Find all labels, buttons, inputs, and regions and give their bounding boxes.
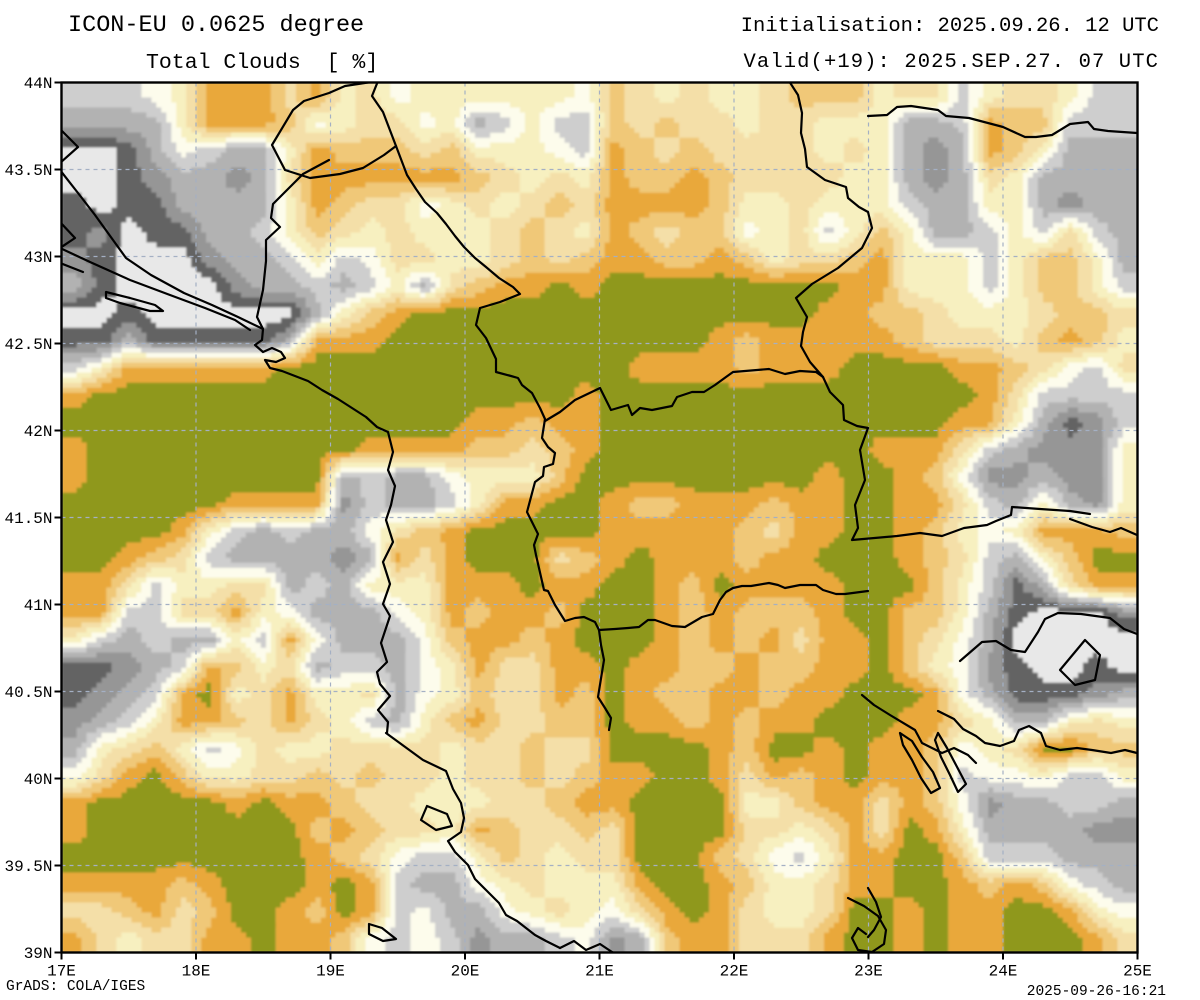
svg-text:17E: 17E — [47, 963, 76, 981]
svg-text:23E: 23E — [854, 963, 883, 981]
svg-text:40.5N: 40.5N — [4, 684, 52, 702]
svg-text:Total Clouds [ %]: Total Clouds [ %] — [146, 51, 378, 75]
svg-text:GrADS: COLA/IGES: GrADS: COLA/IGES — [6, 979, 145, 995]
svg-text:ICON-EU 0.0625 degree: ICON-EU 0.0625 degree — [68, 12, 364, 39]
svg-text:18E: 18E — [182, 963, 211, 981]
svg-text:2025-09-26-16:21: 2025-09-26-16:21 — [1027, 984, 1166, 1000]
svg-text:19E: 19E — [316, 963, 345, 981]
svg-text:41N: 41N — [24, 597, 53, 615]
svg-text:25E: 25E — [1123, 963, 1152, 981]
svg-text:41.5N: 41.5N — [4, 510, 52, 528]
svg-text:42.5N: 42.5N — [4, 336, 52, 354]
svg-text:Initialisation: 2025.09.26. 12: Initialisation: 2025.09.26. 12 UTC — [741, 15, 1159, 38]
svg-text:39N: 39N — [24, 945, 53, 963]
svg-text:22E: 22E — [720, 963, 749, 981]
svg-text:39.5N: 39.5N — [4, 858, 52, 876]
svg-text:43.5N: 43.5N — [4, 162, 52, 180]
svg-text:21E: 21E — [585, 963, 614, 981]
svg-text:44N: 44N — [24, 75, 53, 93]
svg-text:Valid(+19): 2025.SEP.27. 07 UT: Valid(+19): 2025.SEP.27. 07 UTC — [744, 51, 1159, 74]
svg-text:20E: 20E — [451, 963, 480, 981]
svg-text:42N: 42N — [24, 423, 53, 441]
svg-text:24E: 24E — [989, 963, 1018, 981]
svg-text:43N: 43N — [24, 249, 53, 267]
svg-text:40N: 40N — [24, 771, 53, 789]
